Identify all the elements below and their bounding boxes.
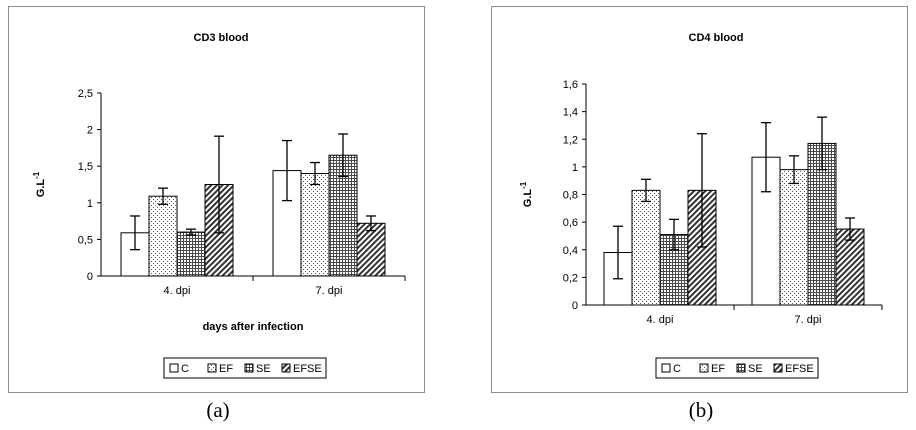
y-axis-label: G.L-1 bbox=[519, 181, 534, 207]
y-axis-label-text: G.L bbox=[522, 189, 534, 208]
bar-se-1 bbox=[176, 231, 206, 277]
x-tick-label: 7. dpi bbox=[795, 314, 822, 326]
legend-label-efse: EFSE bbox=[785, 363, 814, 375]
legend-label-ef: EF bbox=[711, 363, 725, 375]
y-tick-label: 2 bbox=[87, 125, 93, 137]
bar-c-2 bbox=[272, 170, 302, 277]
y-axis-label-superscript: -1 bbox=[519, 181, 528, 189]
legend-swatch-se bbox=[736, 363, 746, 373]
legend-swatch-efse bbox=[773, 363, 783, 373]
y-tick-label: 0 bbox=[87, 271, 93, 283]
y-tick-label: 1,2 bbox=[563, 134, 578, 146]
x-tick-label: 4. dpi bbox=[164, 285, 191, 297]
caption-b: (b) bbox=[688, 398, 714, 422]
bar-efse-2 bbox=[835, 228, 865, 306]
chart-panel-cd3: CD3 blood 0 0,5 1 1,5 2 2,5 G.L-1 4. dpi 7. dpi da… bbox=[8, 6, 425, 393]
legend-label-ef: EF bbox=[219, 363, 233, 375]
y-axis-label-superscript: -1 bbox=[32, 171, 41, 179]
legend-label-c: C bbox=[673, 363, 681, 375]
bar-ef-2 bbox=[300, 173, 330, 277]
caption-a: (a) bbox=[206, 398, 230, 422]
chart-panel-cd4: CD4 blood 0 0,2 0,4 0,6 0,8 1 1,2 1,4 1,6 G.L-1 4. … bbox=[491, 6, 908, 393]
bar-ef-2 bbox=[779, 169, 809, 306]
y-tick-label: 1 bbox=[572, 162, 578, 174]
legend-swatch-efse bbox=[281, 363, 291, 373]
x-tick-label: 4. dpi bbox=[647, 314, 674, 326]
legend-label-se: SE bbox=[748, 363, 763, 375]
legend-swatch-ef bbox=[699, 363, 709, 373]
legend: C EF SE EFSE bbox=[655, 357, 819, 379]
y-axis-label: G.L-1 bbox=[32, 171, 47, 197]
chart-title: CD3 blood bbox=[194, 32, 249, 44]
y-tick-label: 1,5 bbox=[78, 161, 93, 173]
legend-label-c: C bbox=[181, 363, 189, 375]
chart-title: CD4 blood bbox=[689, 32, 744, 44]
bar-se-2 bbox=[807, 142, 837, 306]
y-tick-label: 1 bbox=[87, 198, 93, 210]
x-axis-label: days after infection bbox=[203, 321, 304, 333]
y-tick-label: 0,8 bbox=[563, 190, 578, 202]
legend-swatch-ef bbox=[207, 363, 217, 373]
y-tick-label: 0,5 bbox=[78, 234, 93, 246]
y-tick-label: 0 bbox=[572, 300, 578, 312]
x-tick-label: 7. dpi bbox=[316, 285, 343, 297]
legend-swatch-c bbox=[169, 363, 179, 373]
legend-swatch-se bbox=[244, 363, 254, 373]
y-axis-label-text: G.L bbox=[35, 179, 47, 198]
legend-label-se: SE bbox=[256, 363, 271, 375]
chart-cd4-svg: CD4 blood 0 0,2 0,4 0,6 0,8 1 1,2 1,4 1,6 G.L-1 4. … bbox=[519, 32, 883, 379]
y-tick-label: 0,2 bbox=[563, 272, 578, 284]
y-tick-label: 2,5 bbox=[78, 88, 93, 100]
legend-swatch-c bbox=[661, 363, 671, 373]
y-tick-label: 0,4 bbox=[563, 245, 578, 257]
bar-ef-1 bbox=[631, 189, 661, 306]
legend-label-efse: EFSE bbox=[293, 363, 322, 375]
y-tick-label: 0,6 bbox=[563, 217, 578, 229]
bar-ef-1 bbox=[148, 195, 178, 277]
chart-cd3-svg: CD3 blood 0 0,5 1 1,5 2 2,5 G.L-1 4. dpi 7. dpi da… bbox=[32, 32, 406, 379]
y-tick-label: 1,4 bbox=[563, 107, 578, 119]
legend: C EF SE EFSE bbox=[163, 357, 327, 379]
y-tick-label: 1,6 bbox=[563, 79, 578, 91]
